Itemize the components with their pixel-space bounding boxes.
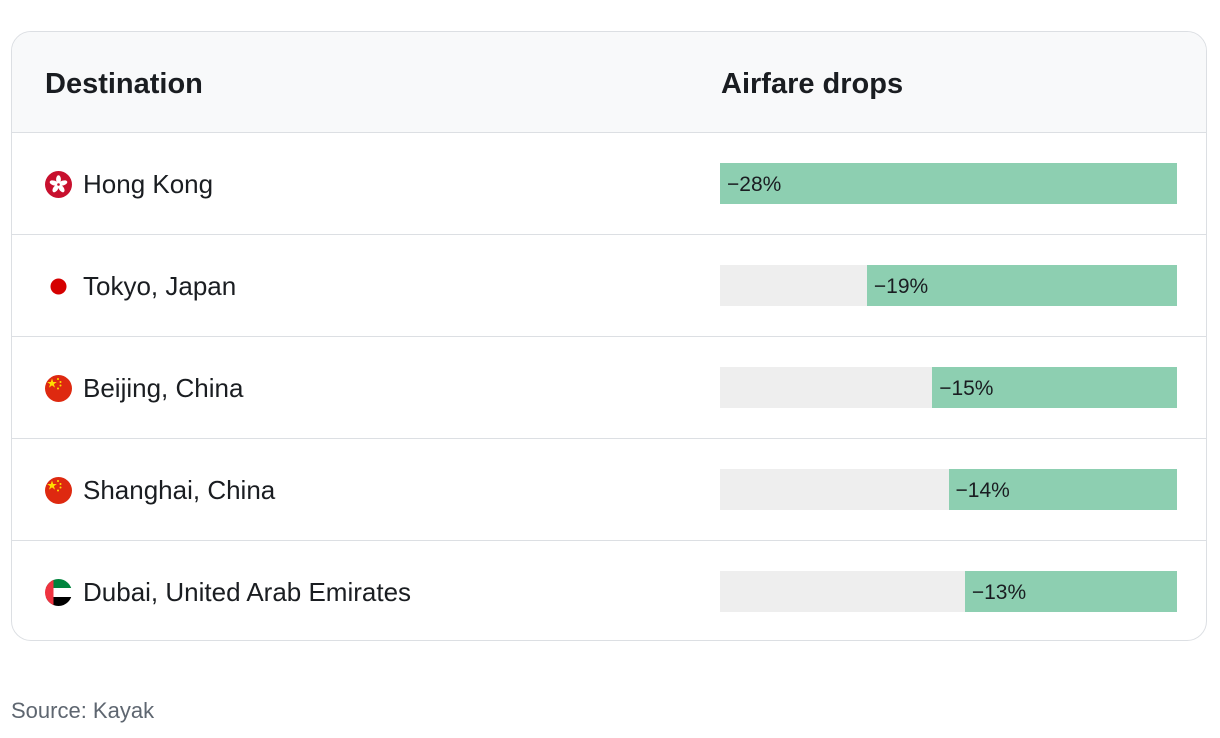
- table-row: Shanghai, China −14%: [12, 439, 1206, 541]
- china-flag-icon: [45, 375, 72, 402]
- bar: −15%: [932, 367, 1177, 408]
- bar-track: −13%: [720, 571, 1177, 612]
- destination-label: Hong Kong: [83, 169, 214, 199]
- destination-label: Dubai, United Arab Emirates: [83, 577, 412, 607]
- uae-flag-icon: [45, 579, 72, 606]
- source-note: Source: Kayak: [11, 698, 155, 723]
- destination-label: Beijing, China: [83, 373, 244, 403]
- table-row: Dubai, United Arab Emirates −13%: [12, 541, 1206, 640]
- column-header-airfare-drops: Airfare drops: [721, 68, 904, 100]
- data-label: −19%: [873, 275, 929, 298]
- data-label: −13%: [971, 581, 1027, 604]
- bar-track: −14%: [720, 469, 1177, 510]
- column-header-destination: Destination: [45, 68, 203, 100]
- bar: −13%: [964, 571, 1177, 612]
- destination-label: Shanghai, China: [83, 475, 276, 505]
- bar: −14%: [948, 469, 1177, 510]
- table-row: Tokyo, Japan −19%: [12, 235, 1206, 337]
- bar: −28%: [720, 163, 1177, 204]
- bar-track: −19%: [720, 265, 1177, 306]
- china-flag-icon: [45, 477, 72, 504]
- bar: −19%: [866, 265, 1177, 306]
- table-header: Destination Airfare drops: [12, 32, 1206, 133]
- japan-flag-icon: [45, 273, 72, 300]
- hong-kong-flag-icon: [45, 171, 72, 198]
- destination-label: Tokyo, Japan: [83, 271, 237, 301]
- data-label: −28%: [727, 173, 782, 196]
- data-label: −15%: [939, 377, 994, 400]
- table-row: Hong Kong −28%: [12, 133, 1206, 235]
- data-label: −14%: [955, 479, 1010, 502]
- table-row: Beijing, China −15%: [12, 337, 1206, 439]
- bar-track: −28%: [720, 163, 1177, 204]
- airfare-table: Destination Airfare drops Hong Kong −28% T…: [11, 31, 1207, 641]
- bar-track: −15%: [720, 367, 1177, 408]
